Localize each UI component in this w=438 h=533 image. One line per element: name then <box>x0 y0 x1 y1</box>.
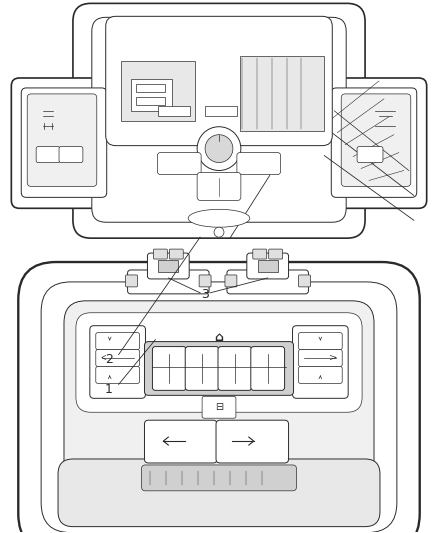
FancyBboxPatch shape <box>197 173 241 200</box>
FancyBboxPatch shape <box>41 282 397 532</box>
FancyBboxPatch shape <box>76 313 362 412</box>
Text: ⌂: ⌂ <box>215 331 223 344</box>
FancyBboxPatch shape <box>106 17 332 146</box>
Bar <box>205 106 237 116</box>
FancyBboxPatch shape <box>298 350 342 367</box>
FancyBboxPatch shape <box>298 275 311 287</box>
FancyBboxPatch shape <box>145 342 293 395</box>
Text: 1: 1 <box>105 383 113 396</box>
FancyBboxPatch shape <box>253 249 267 259</box>
Bar <box>120 61 195 121</box>
Circle shape <box>197 127 241 171</box>
FancyBboxPatch shape <box>227 270 308 294</box>
FancyBboxPatch shape <box>145 420 217 463</box>
Bar <box>131 79 172 111</box>
Text: ⊟: ⊟ <box>215 402 223 412</box>
FancyBboxPatch shape <box>90 326 145 398</box>
FancyBboxPatch shape <box>127 270 209 294</box>
Bar <box>240 56 324 131</box>
FancyBboxPatch shape <box>341 94 411 187</box>
FancyBboxPatch shape <box>141 465 297 491</box>
FancyBboxPatch shape <box>298 367 342 383</box>
FancyBboxPatch shape <box>73 3 365 238</box>
Bar <box>159 260 178 272</box>
FancyBboxPatch shape <box>331 88 417 197</box>
FancyBboxPatch shape <box>36 147 60 163</box>
FancyBboxPatch shape <box>251 346 285 390</box>
Text: 3: 3 <box>201 288 209 301</box>
FancyBboxPatch shape <box>58 459 380 527</box>
FancyBboxPatch shape <box>126 275 138 287</box>
FancyBboxPatch shape <box>199 275 211 287</box>
Bar <box>258 260 278 272</box>
FancyBboxPatch shape <box>170 249 183 259</box>
FancyBboxPatch shape <box>148 253 189 279</box>
Bar <box>159 106 190 116</box>
Bar <box>135 97 165 105</box>
FancyBboxPatch shape <box>153 249 167 259</box>
FancyBboxPatch shape <box>157 152 201 174</box>
Circle shape <box>214 227 224 237</box>
FancyBboxPatch shape <box>96 367 140 383</box>
FancyBboxPatch shape <box>152 346 186 390</box>
FancyBboxPatch shape <box>96 333 140 350</box>
FancyBboxPatch shape <box>216 420 289 463</box>
FancyBboxPatch shape <box>18 262 420 533</box>
FancyBboxPatch shape <box>21 88 107 197</box>
Bar <box>135 84 165 92</box>
FancyBboxPatch shape <box>298 333 342 350</box>
FancyBboxPatch shape <box>225 275 237 287</box>
FancyBboxPatch shape <box>247 253 289 279</box>
FancyBboxPatch shape <box>357 147 383 163</box>
FancyBboxPatch shape <box>27 94 97 187</box>
FancyBboxPatch shape <box>293 326 348 398</box>
Text: 2: 2 <box>105 353 113 366</box>
FancyBboxPatch shape <box>96 350 140 367</box>
FancyBboxPatch shape <box>11 78 117 208</box>
FancyBboxPatch shape <box>218 346 252 390</box>
FancyBboxPatch shape <box>59 147 83 163</box>
FancyBboxPatch shape <box>202 397 236 418</box>
FancyBboxPatch shape <box>321 78 427 208</box>
FancyBboxPatch shape <box>64 301 374 506</box>
FancyBboxPatch shape <box>185 346 219 390</box>
Circle shape <box>205 135 233 163</box>
FancyBboxPatch shape <box>92 17 346 222</box>
FancyBboxPatch shape <box>237 152 281 174</box>
FancyBboxPatch shape <box>268 249 283 259</box>
Ellipse shape <box>188 209 250 227</box>
